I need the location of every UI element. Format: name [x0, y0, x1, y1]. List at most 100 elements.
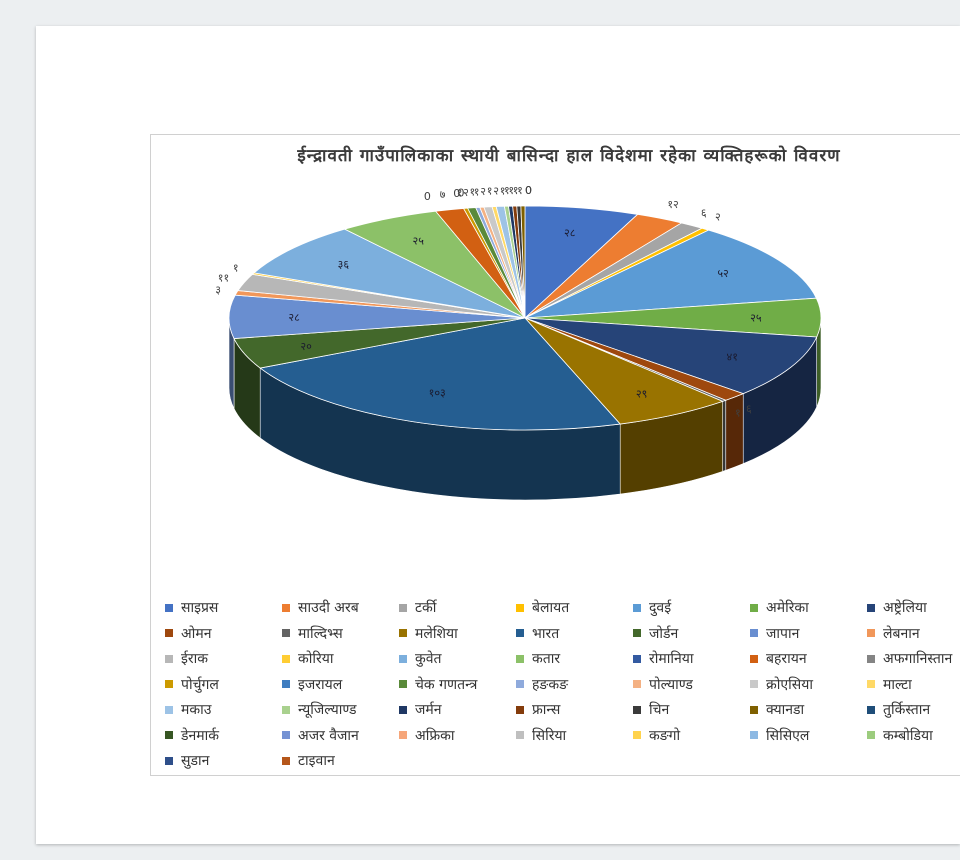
legend-row: मकाउ न्यूजिल्याण्ड जर्मन फ्रान्स चिन क्यानडा त…: [165, 697, 960, 723]
legend-swatch: [750, 654, 758, 663]
pie-slice-अष्ट्रेलिया: [524, 317, 818, 395]
legend-item: अष्ट्रेलिया: [867, 598, 960, 617]
legend-label: ईराक: [181, 651, 208, 668]
pie-label-जोर्डन: २०: [300, 340, 312, 353]
pie-top-faces: [228, 205, 822, 431]
legend-item: भारत: [516, 624, 633, 643]
legend-swatch: [633, 629, 641, 638]
pie-label-कतार: २५: [413, 235, 425, 248]
legend-swatch: [867, 680, 875, 689]
chart-title: ईन्द्रावती गाउँपालिकाका स्थायी बासिन्दा …: [297, 146, 841, 166]
legend-label: पोल्याण्ड: [649, 676, 693, 693]
pie-label-माल्दिभ्स: १: [735, 407, 741, 420]
legend-item: न्यूजिल्याण्ड: [282, 700, 399, 719]
legend-swatch: [399, 629, 407, 638]
legend-swatch: [516, 603, 524, 612]
pie-label-जापान: २८: [288, 311, 300, 324]
legend-item: चेक गणतन्त्र: [399, 675, 516, 694]
pie-side-walls: [228, 317, 822, 501]
legend-swatch: [399, 654, 407, 663]
legend-item: चिन: [633, 700, 750, 719]
legend-label: चेक गणतन्त्र: [415, 676, 478, 693]
legend-label: इजरायल: [298, 676, 343, 693]
legend-item: मलेशिया: [399, 624, 516, 643]
legend-item: मकाउ: [165, 700, 282, 719]
legend-label: सिरिया: [532, 727, 567, 744]
legend-swatch: [399, 705, 407, 714]
legend-item: लेबनान: [867, 624, 960, 643]
legend-swatch: [165, 756, 173, 765]
pie-label-रोमानिया: 0: [424, 190, 431, 203]
pie-label-मकाउ: २: [493, 184, 499, 197]
legend-item: अमेरिका: [750, 598, 867, 617]
legend-label: माल्दिभ्स: [298, 625, 343, 642]
legend-item: तुर्किस्तान: [867, 700, 960, 719]
legend-swatch: [867, 654, 875, 663]
legend-swatch: [867, 731, 875, 740]
pie-label-ईराक: ११: [218, 271, 229, 284]
legend-item: टर्की: [399, 598, 516, 617]
legend-label: साउदी अरब: [298, 600, 359, 617]
legend-item: पोल्याण्ड: [633, 675, 750, 694]
legend-item: कतार: [516, 649, 633, 668]
pie-slice-भारत: [259, 317, 621, 431]
legend-item: बेलायत: [516, 598, 633, 617]
legend-swatch: [165, 731, 173, 740]
legend-row: डेनमार्क अजर वैजान अफ्रिका सिरिया कङगो सिसिएल…: [165, 723, 960, 749]
legend-item: जर्मन: [399, 700, 516, 719]
legend-label: क्यानडा: [766, 702, 805, 719]
legend-swatch: [750, 603, 758, 612]
pie-label-माल्टा: १: [487, 185, 493, 198]
pie-label-मलेशिया: २९: [636, 387, 647, 400]
legend-swatch: [750, 680, 758, 689]
pie-slice-दुवई: [524, 229, 817, 319]
pie-label-अफगानिस्तान: 0: [453, 187, 460, 200]
legend-label: साइप्रस: [181, 600, 219, 617]
legend-label: कोरिया: [298, 651, 334, 668]
pie-label-अष्ट्रेलिया: ४१: [727, 350, 738, 363]
legend-swatch: [282, 756, 290, 765]
legend-item: जापान: [750, 624, 867, 643]
legend-label: मकाउ: [181, 702, 212, 719]
legend-label: अफ्रिका: [415, 727, 455, 744]
legend-item: दुवई: [633, 598, 750, 617]
legend-item: क्रोएसिया: [750, 675, 867, 694]
legend-item: पोर्चुगल: [165, 675, 282, 694]
pie-label-क्यानडा: १: [517, 184, 523, 197]
legend-swatch: [750, 731, 758, 740]
legend-row: साइप्रस साउदी अरब टर्की बेलायत दुवई अमेरिका अष…: [165, 595, 960, 621]
legend-swatch: [165, 705, 173, 714]
legend-label: न्यूजिल्याण्ड: [298, 702, 357, 719]
legend-label: टर्की: [415, 600, 437, 617]
legend-label: अफगानिस्तान: [883, 651, 953, 668]
legend-label: सिसिएल: [766, 727, 810, 744]
pie-label-तुर्किस्तान: 0: [525, 184, 532, 197]
legend-label: चिन: [649, 702, 670, 719]
legend-label: पोर्चुगल: [181, 676, 219, 693]
legend-swatch: [282, 680, 290, 689]
legend-item: कङगो: [633, 726, 750, 745]
legend-item: क्यानडा: [750, 700, 867, 719]
legend-label: अजर वैजान: [298, 727, 359, 744]
legend-swatch: [633, 654, 641, 663]
legend-label: जर्मन: [415, 702, 442, 719]
legend-item: माल्टा: [867, 675, 960, 694]
legend-label: कुवेत: [415, 651, 442, 668]
legend-item: माल्दिभ्स: [282, 624, 399, 643]
chart-legend: साइप्रस साउदी अरब टर्की बेलायत दुवई अमेरिका अष…: [165, 595, 960, 774]
legend-label: सुडान: [181, 753, 210, 770]
legend-swatch: [282, 731, 290, 740]
legend-label: मलेशिया: [415, 625, 458, 642]
pie-label-जर्मन: १: [504, 184, 510, 197]
legend-item: सुडान: [165, 751, 282, 770]
legend-swatch: [516, 680, 524, 689]
legend-item: सिरिया: [516, 726, 633, 745]
legend-row: पोर्चुगल इजरायल चेक गणतन्त्र हङकङ पोल्याण्ड क…: [165, 672, 960, 698]
legend-swatch: [165, 680, 173, 689]
legend-swatch: [516, 705, 524, 714]
legend-swatch: [516, 731, 524, 740]
legend-label: टाइवान: [298, 753, 335, 770]
legend-swatch: [399, 680, 407, 689]
pie-label-लेबनान: ३: [215, 283, 221, 296]
